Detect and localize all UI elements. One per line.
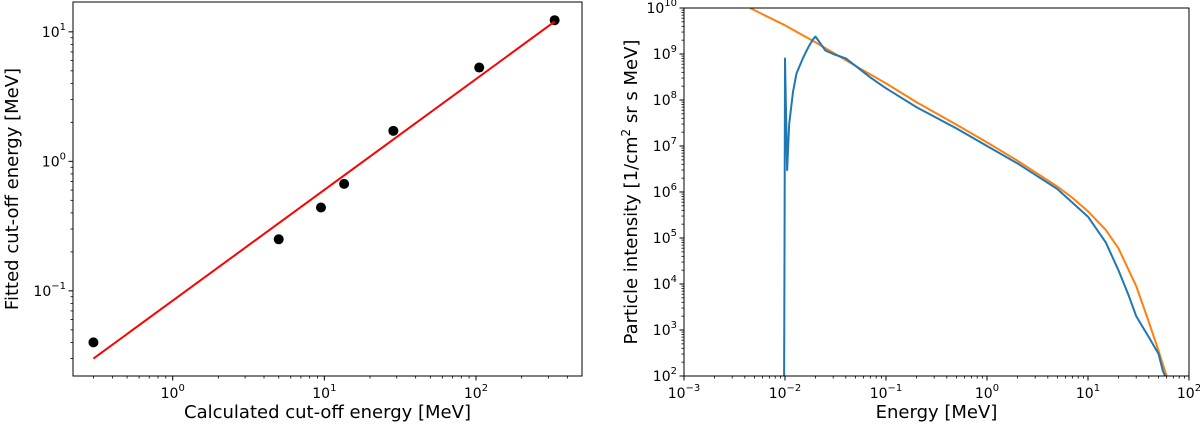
x-tick-label: 10−1 — [870, 383, 903, 402]
y-tick-label: 104 — [653, 274, 677, 293]
data-point — [88, 337, 99, 348]
y-tick-label: 10−1 — [33, 281, 66, 300]
y-tick-label: 103 — [653, 320, 677, 339]
x-tick-label: 102 — [1177, 383, 1200, 402]
data-point — [474, 62, 485, 73]
y-axis-label: Fitted cut-off energy [MeV] — [2, 68, 23, 310]
y-tick-label: 1010 — [646, 0, 677, 17]
y-tick-label: 105 — [653, 228, 677, 247]
plot-area — [749, 8, 1168, 376]
y-tick-label: 107 — [653, 136, 677, 155]
x-tick-label: 100 — [161, 383, 185, 402]
x-tick-label: 102 — [464, 383, 488, 402]
x-tick-label: 101 — [1076, 383, 1100, 402]
data-point — [388, 125, 399, 136]
y-tick-label: 108 — [653, 90, 677, 109]
x-axis-label: Energy [MeV] — [876, 402, 998, 423]
measured-series-line — [783, 35, 1167, 376]
data-point — [315, 202, 326, 213]
x-axis-label: Calculated cut-off energy [MeV] — [184, 402, 471, 423]
plot-area — [88, 15, 560, 360]
x-tick-label: 10−3 — [668, 383, 701, 402]
x-tick-label: 10−2 — [769, 383, 802, 402]
y-axis-label: Particle intensity [1/cm2 sr s MeV] — [619, 40, 642, 345]
y-tick-label: 100 — [42, 151, 66, 170]
x-tick-label: 100 — [975, 383, 999, 402]
y-tick-label: 106 — [653, 182, 677, 201]
axes-frame — [72, 1, 583, 377]
y-tick-label: 102 — [653, 366, 677, 385]
model-series-line — [749, 8, 1168, 376]
x-tick-label: 101 — [312, 383, 336, 402]
fit-line-series-line — [92, 20, 556, 360]
axes-frame — [683, 7, 1190, 377]
particle-intensity-chart: 10−3 10−2 10−1 100 101 102 102 103 104 105 106 107 1… — [619, 0, 1200, 423]
data-point — [339, 178, 350, 189]
data-point — [273, 234, 284, 245]
y-tick-label: 101 — [42, 22, 66, 41]
y-tick-label: 109 — [653, 44, 677, 63]
